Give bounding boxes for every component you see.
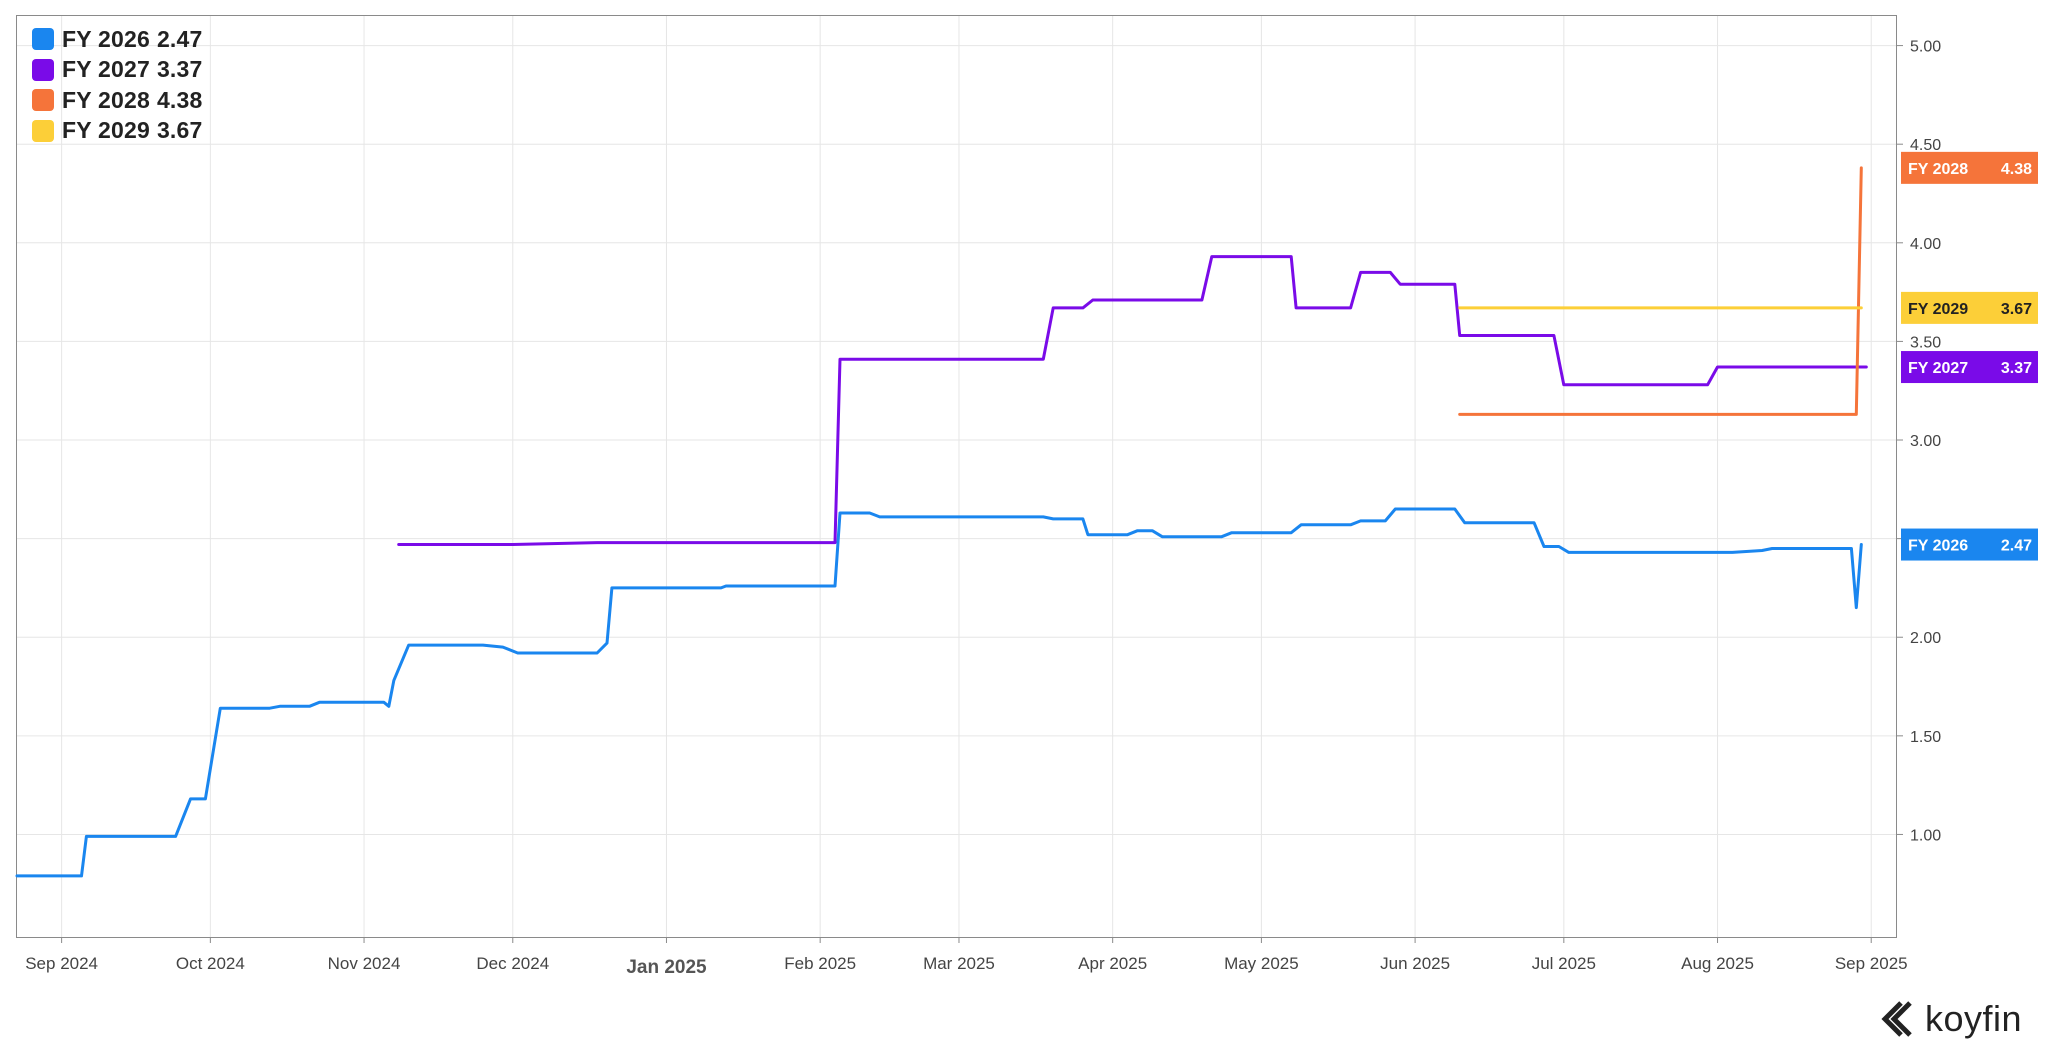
x-tick-label: Jul 2025 <box>1532 954 1596 973</box>
legend-series-value: 3.67 <box>156 117 203 144</box>
value-tag-box <box>1901 151 2038 184</box>
y-tick-label: 4.00 <box>1910 236 1941 253</box>
legend-label: FY 2028 4.38 <box>62 87 203 114</box>
legend-item-fy-2029[interactable]: FY 2029 3.67 <box>32 116 203 147</box>
legend-swatch <box>32 119 54 142</box>
legend-swatch <box>32 89 54 112</box>
value-tag-name: FY 2028 <box>1908 161 1968 178</box>
x-axis: Sep 2024 Oct 2024 Nov 2024 Dec 2024 Jan 2025… <box>25 937 1908 978</box>
legend-label: FY 2026 2.47 <box>62 26 203 53</box>
koyfin-logo-text: koyfin <box>1924 998 2022 1039</box>
x-tick-label: Sep 2025 <box>1835 954 1908 973</box>
value-tags: FY 2026 2.47 FY 2027 3.37 FY 2028 4.38 FY 2029… <box>1901 151 2038 561</box>
value-tag-box <box>1901 291 2038 324</box>
series-line-fy-2027 <box>397 255 1868 546</box>
value-tag-box <box>1901 351 2038 384</box>
value-tag-fy-2026: FY 2026 2.47 <box>1901 528 2038 561</box>
y-tick-label: 1.00 <box>1910 827 1941 844</box>
legend: FY 2026 2.47 FY 2027 3.37 FY 2028 4.38 FY 2029… <box>32 24 203 146</box>
legend-item-fy-2028[interactable]: FY 2028 4.38 <box>32 85 203 116</box>
value-tag-value: 2.47 <box>2001 538 2032 555</box>
series-line-fy-2026 <box>15 507 1863 878</box>
x-tick-label: Jan 2025 <box>626 957 707 978</box>
x-tick-label: Jun 2025 <box>1380 954 1450 973</box>
x-tick-label: Mar 2025 <box>923 954 995 973</box>
legend-series-name: FY 2029 <box>62 117 150 144</box>
x-tick-label: Dec 2024 <box>476 954 549 973</box>
value-tag-box <box>1901 528 2038 561</box>
x-tick-label: Apr 2025 <box>1078 954 1147 973</box>
koyfin-logo: koyfin <box>1879 998 2022 1040</box>
x-tick-label: Sep 2024 <box>25 954 98 973</box>
legend-label: FY 2029 3.67 <box>62 117 203 144</box>
series-layer <box>15 166 1868 878</box>
legend-series-value: 3.37 <box>156 56 203 83</box>
legend-series-value: 4.38 <box>156 86 203 113</box>
value-tag-name: FY 2026 <box>1908 538 1968 555</box>
y-tick-label: 5.00 <box>1910 39 1941 56</box>
legend-item-fy-2027[interactable]: FY 2027 3.37 <box>32 55 203 86</box>
grid <box>17 16 1896 937</box>
value-tag-value: 3.37 <box>2001 360 2032 377</box>
series-line-fy-2028 <box>1458 166 1863 416</box>
y-tick-label: 3.50 <box>1910 334 1941 351</box>
value-tag-fy-2027: FY 2027 3.37 <box>1901 351 2038 384</box>
y-tick-label: 4.50 <box>1910 137 1941 154</box>
x-tick-label: May 2025 <box>1224 954 1299 973</box>
x-tick-label: Oct 2024 <box>176 954 245 973</box>
value-tag-fy-2029: FY 2029 3.67 <box>1901 291 2038 324</box>
y-tick-label: 3.00 <box>1910 433 1941 450</box>
x-tick-label: Feb 2025 <box>784 954 856 973</box>
value-tag-value: 3.67 <box>2001 301 2032 318</box>
koyfin-logo-icon <box>1881 1001 1912 1037</box>
legend-swatch <box>32 58 54 81</box>
value-tag-name: FY 2029 <box>1908 301 1968 318</box>
legend-series-value: 2.47 <box>156 25 203 52</box>
x-tick-label: Aug 2025 <box>1681 954 1754 973</box>
x-tick-label: Nov 2024 <box>328 954 401 973</box>
legend-series-name: FY 2027 <box>62 56 150 83</box>
value-tag-value: 4.38 <box>2001 161 2032 178</box>
value-tag-name: FY 2027 <box>1908 360 1968 377</box>
y-tick-label: 2.00 <box>1910 630 1941 647</box>
plot-frame <box>16 15 1897 938</box>
legend-series-name: FY 2026 <box>62 25 150 52</box>
value-tag-fy-2028: FY 2028 4.38 <box>1901 151 2038 184</box>
legend-item-fy-2026[interactable]: FY 2026 2.47 <box>32 24 203 55</box>
legend-swatch <box>32 28 54 51</box>
y-tick-label: 1.50 <box>1910 729 1941 746</box>
legend-label: FY 2027 3.37 <box>62 56 203 83</box>
legend-series-name: FY 2028 <box>62 86 150 113</box>
